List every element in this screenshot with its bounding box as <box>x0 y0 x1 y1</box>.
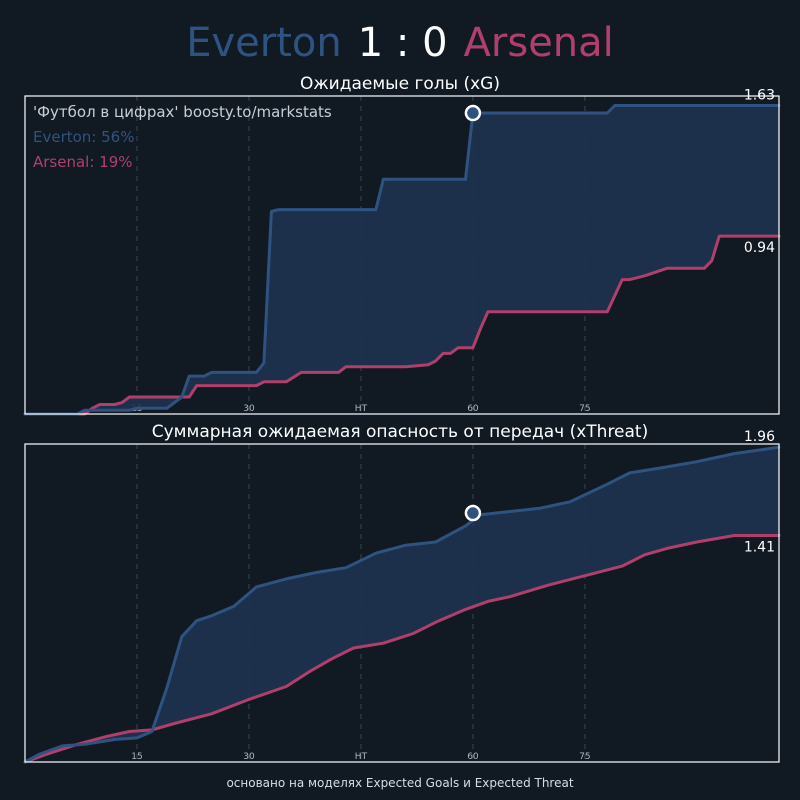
xthreat-goal-marker-0 <box>464 504 482 522</box>
xthreat-tick-label-0: 15 <box>131 752 142 762</box>
xthreat-series-arsenal-line <box>23 534 781 764</box>
xthreat-tick-label-4: 75 <box>579 752 590 762</box>
xg-difference-band <box>25 105 779 414</box>
xg-series-everton-line <box>23 104 781 416</box>
xg-goal-marker-0 <box>464 104 482 122</box>
xthreat-final-value-everton: 1.96 <box>744 429 775 445</box>
xthreat-final-value-arsenal: 1.41 <box>744 540 775 556</box>
xg-tick-label-2: HT <box>355 404 368 414</box>
xg-plot-frame <box>24 95 780 415</box>
xthreat-tick-label-3: 60 <box>467 752 479 762</box>
xg-legend-entry-1: Arsenal: 19% <box>33 153 133 171</box>
xthreat-plot-frame <box>24 443 780 763</box>
xg-tick-label-4: 75 <box>579 404 590 414</box>
xthreat-tick-label-1: 30 <box>243 752 255 762</box>
xthreat-series-everton-line <box>23 445 781 764</box>
xg-series-arsenal-line <box>23 234 781 416</box>
xg-tick-label-3: 60 <box>467 404 479 414</box>
home-team-name: Everton <box>186 20 342 66</box>
match-score: 1 : 0 <box>357 20 448 66</box>
xg-chart-title: Ожидаемые голы (xG) <box>299 74 500 94</box>
xg-final-value-arsenal: 0.94 <box>744 240 775 256</box>
xg-watermark: 'Футбол в цифрах' boosty.to/markstats <box>33 103 332 121</box>
footer-note: основано на моделях Expected Goals и Exp… <box>226 776 574 790</box>
xg-legend-entry-0: Everton: 56% <box>33 128 134 146</box>
xthreat-difference-band <box>25 447 779 762</box>
xg-tick-label-1: 30 <box>243 404 255 414</box>
xthreat-chart-title: Суммарная ожидаемая опасность от передач… <box>151 422 649 442</box>
away-team-name: Arsenal <box>463 20 614 66</box>
match-header: Everton 1 : 0 Arsenal <box>0 14 800 74</box>
xthreat-tick-label-2: HT <box>355 752 368 762</box>
